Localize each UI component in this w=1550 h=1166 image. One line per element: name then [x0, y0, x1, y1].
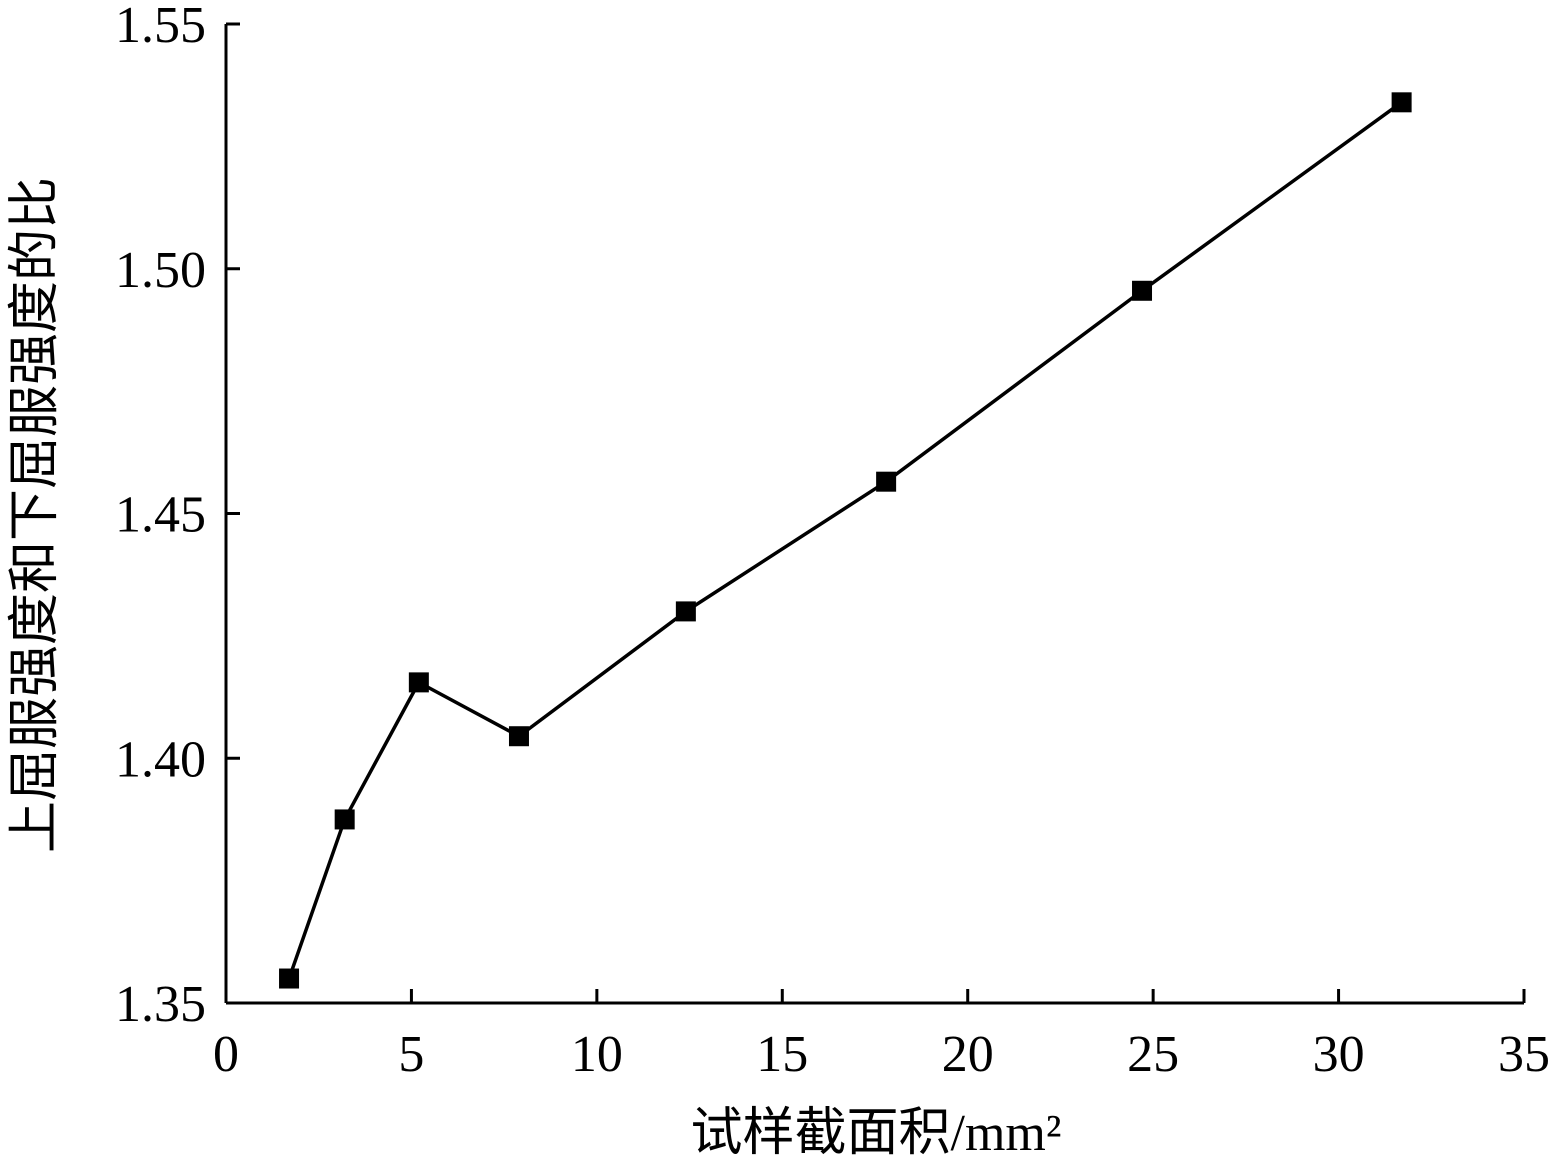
x-tick-label: 35 [1498, 1026, 1550, 1083]
x-axis-title: 试样截面积/mm² [691, 1105, 1062, 1161]
y-tick-label: 1.35 [115, 976, 206, 1033]
y-tick-label: 1.40 [115, 731, 206, 788]
x-tick-label: 30 [1313, 1026, 1365, 1083]
x-tick-label: 25 [1127, 1026, 1179, 1083]
data-point-marker [508, 726, 529, 747]
y-tick-label: 1.55 [115, 0, 206, 54]
data-point-marker [1132, 280, 1153, 301]
data-point-marker [408, 672, 429, 693]
data-point-marker [279, 968, 300, 989]
y-axis-title: 上屈服强度和下屈服强度的比 [7, 177, 64, 853]
x-tick-label: 0 [213, 1026, 239, 1083]
y-tick-label: 1.50 [115, 242, 206, 299]
data-point-marker [876, 471, 897, 492]
ticks: 0 5 10 15 20 25 30 35 1.35 1.40 1.45 1.50 1.55 [115, 0, 1550, 1083]
x-tick-label: 20 [942, 1026, 994, 1083]
data-point-marker [334, 809, 355, 830]
data-point-marker [675, 601, 696, 622]
y-tick-label: 1.45 [115, 487, 206, 544]
axes [224, 24, 1524, 1005]
x-tick-label: 15 [756, 1026, 808, 1083]
series [279, 92, 1412, 989]
data-point-marker [1391, 92, 1412, 113]
x-tick-label: 10 [571, 1026, 623, 1083]
series-line [287, 100, 1403, 980]
x-tick-label: 5 [398, 1026, 424, 1083]
